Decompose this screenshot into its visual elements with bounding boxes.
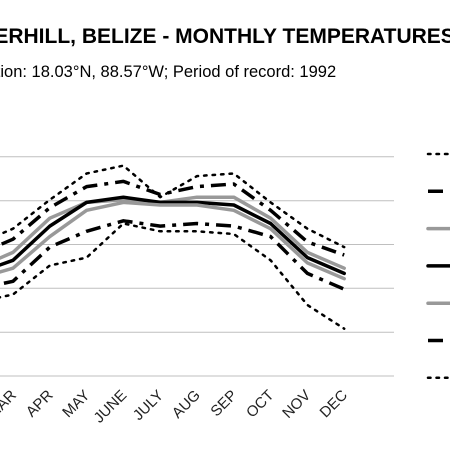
x-tick-label: MAR [0, 387, 20, 423]
x-tick-label: DEC [317, 387, 352, 422]
series-line-2 [0, 179, 345, 257]
x-tick-label: AUG [169, 387, 204, 422]
gridlines [0, 156, 394, 377]
chart-title: OVERHILL, BELIZE - MONTHLY TEMPERATURES [0, 25, 450, 48]
series-line-6 [0, 219, 345, 291]
x-tick-label: OCT [243, 387, 277, 421]
x-tick-label: NOV [279, 387, 314, 422]
series-lines [0, 164, 346, 330]
x-tick-label: MAY [59, 387, 93, 421]
x-tick-label: JUNE [91, 387, 131, 427]
x-tick-label: APR [23, 387, 57, 421]
series-line-1 [0, 164, 346, 249]
series-line-7 [0, 222, 346, 330]
legend [426, 152, 450, 380]
x-tick-label: JULY [130, 387, 167, 424]
chart-subtitle: Location: 18.03°N, 88.57°W; Period of re… [0, 63, 336, 81]
series-line-5 [0, 200, 346, 281]
series-line-4 [0, 195, 346, 276]
x-tick-label: SEP [207, 387, 240, 420]
